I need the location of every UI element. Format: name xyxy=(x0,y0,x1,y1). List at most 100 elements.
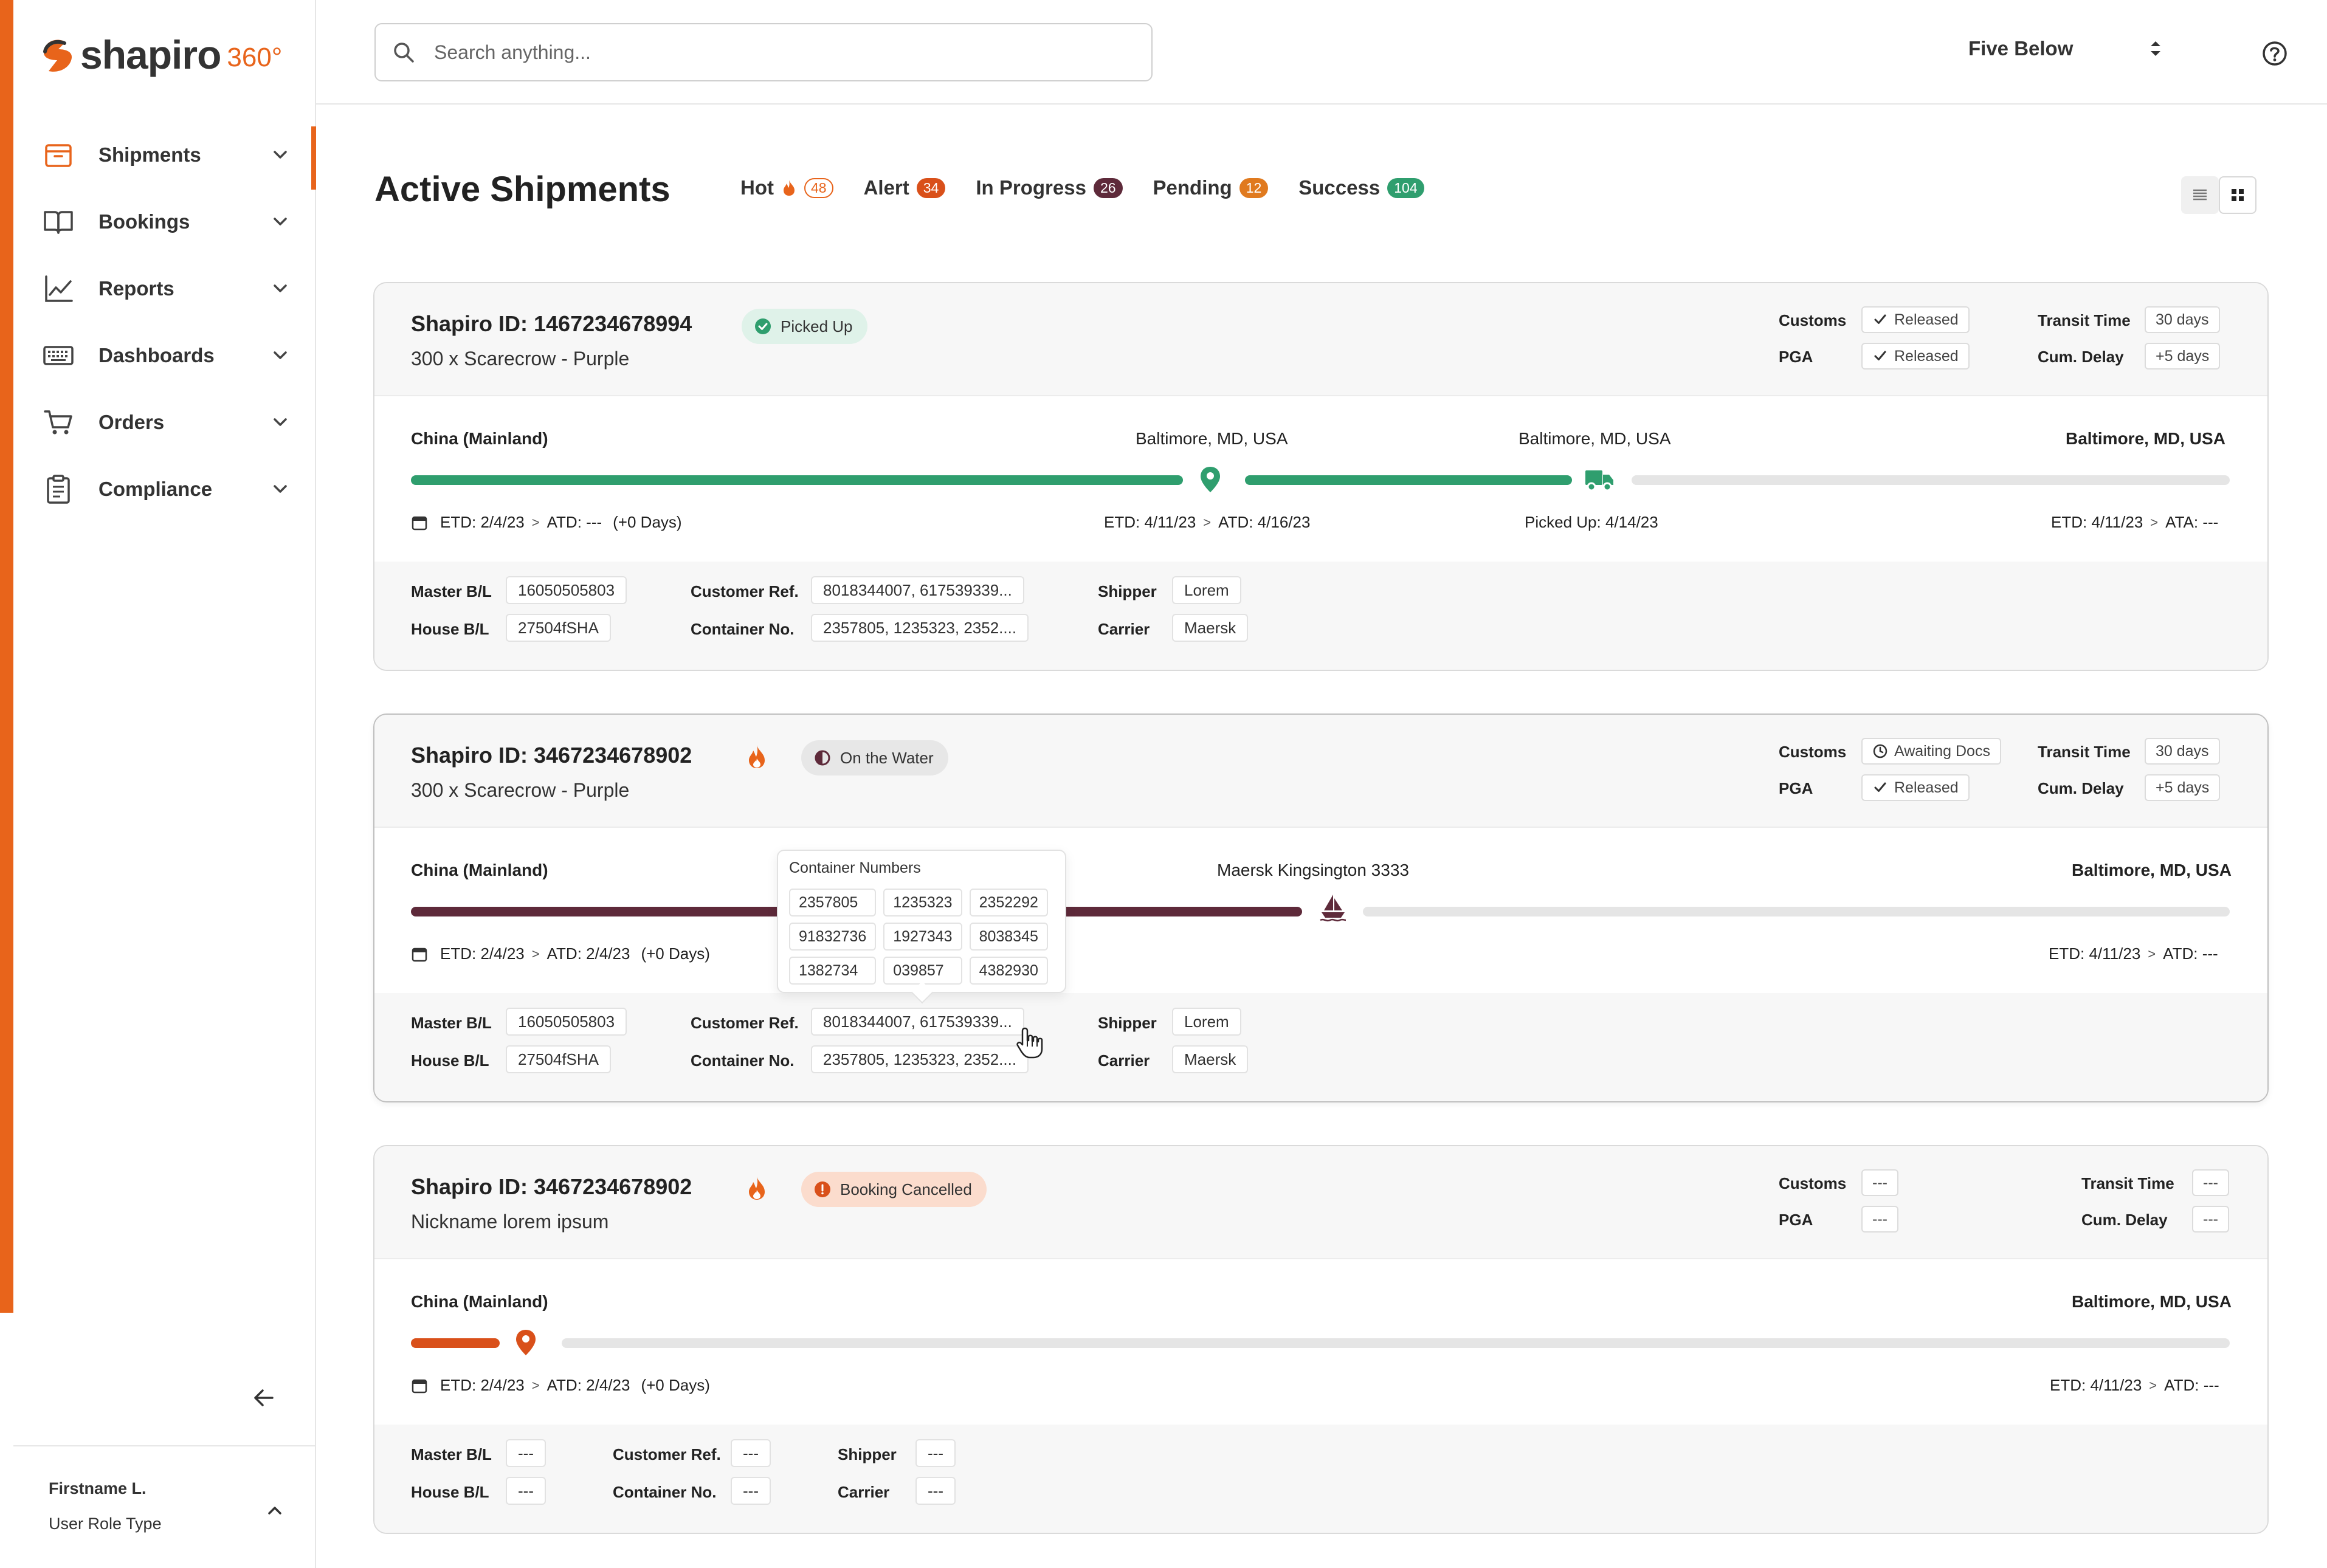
sidebar-item-label: Dashboards xyxy=(98,344,215,366)
brand-edge-strip xyxy=(0,0,13,1313)
customs-label: Customs xyxy=(1779,311,1847,329)
sidebar-item-orders[interactable]: Orders xyxy=(13,389,315,456)
box-icon xyxy=(45,144,72,167)
carrier-value: --- xyxy=(915,1477,956,1505)
status-badge: Booking Cancelled xyxy=(801,1172,987,1207)
tab-alert[interactable]: Alert 34 xyxy=(864,176,946,199)
ata-value: --- xyxy=(2202,513,2219,531)
list-icon xyxy=(2193,189,2207,201)
house-bl-label: House B/L xyxy=(411,1483,489,1501)
customer-ref-value[interactable]: --- xyxy=(731,1439,771,1467)
carrier-value: Maersk xyxy=(1172,1045,1249,1073)
container-no-value[interactable]: 2357805, 1235323, 2352.... xyxy=(811,614,1029,642)
route-timeline: China (Mainland) Baltimore, MD, USA Balt… xyxy=(374,397,2267,562)
etd-label: ETD: xyxy=(440,513,477,531)
remaining-segment xyxy=(1632,475,2230,485)
atd-label: ATD: xyxy=(2164,1376,2199,1394)
container-number-chip: 039857 xyxy=(883,957,962,985)
account-name: Five Below xyxy=(1968,37,2074,60)
tab-label: In Progress xyxy=(976,176,1086,199)
help-icon[interactable] xyxy=(2261,40,2288,67)
container-number-chip: 1382734 xyxy=(789,957,877,985)
sidebar-item-reports[interactable]: Reports xyxy=(13,255,315,322)
picked-up-label: Picked Up: xyxy=(1525,513,1601,531)
grid-view-button[interactable] xyxy=(2219,176,2256,214)
tab-success[interactable]: Success 104 xyxy=(1298,176,1424,199)
container-no-value[interactable]: --- xyxy=(731,1477,771,1505)
atd-label: ATD: xyxy=(2163,944,2198,963)
chevron-up-icon xyxy=(268,1507,281,1515)
status-text: On the Water xyxy=(840,748,934,767)
master-bl-label: Master B/L xyxy=(411,1014,492,1032)
origin-dates: ETD: 2/4/23 > ATD: 2/4/23 (+0 Days) xyxy=(411,944,710,963)
customer-ref-value[interactable]: 8018344007, 617539339... xyxy=(811,1008,1024,1036)
search-input[interactable] xyxy=(434,41,1103,64)
container-number-chip: 91832736 xyxy=(789,923,877,951)
flame-icon xyxy=(783,180,795,196)
cum-delay-value: --- xyxy=(2192,1206,2229,1233)
keyboard-icon xyxy=(43,346,74,365)
sidebar-item-shipments[interactable]: Shipments xyxy=(13,122,316,190)
sidebar-item-label: Reports xyxy=(98,277,174,300)
etd-value: 2/4/23 xyxy=(480,944,525,963)
etd-value: 4/11/23 xyxy=(2089,944,2141,963)
app-logo[interactable]: shapiro 360° xyxy=(36,24,282,85)
remaining-segment xyxy=(562,1338,2230,1348)
carrier-label: Carrier xyxy=(838,1483,890,1501)
sidebar-item-dashboards[interactable]: Dashboards xyxy=(13,322,315,389)
container-number-chip: 1927343 xyxy=(883,923,962,951)
transit-time-label: Transit Time xyxy=(2081,1174,2174,1192)
house-bl-value: --- xyxy=(506,1477,546,1505)
shipment-id: Shapiro ID: 1467234678994 xyxy=(411,311,692,336)
cum-delay-value: +5 days xyxy=(2145,774,2221,801)
book-icon xyxy=(44,211,73,234)
delay-delta: (+0 Days) xyxy=(641,944,710,963)
tab-pending[interactable]: Pending 12 xyxy=(1153,176,1269,199)
container-number-list: 2357805 1235323 2352292 91832736 1927343… xyxy=(789,889,1048,985)
etd-value: 2/4/23 xyxy=(480,513,525,531)
atd-label: ATD: xyxy=(546,513,582,531)
shipment-card[interactable]: Shapiro ID: 3467234678902 Nickname lorem… xyxy=(373,1145,2269,1534)
atd-value: --- xyxy=(586,513,602,531)
card-details: Master B/L 16050505803 House B/L 27504fS… xyxy=(374,993,2267,1101)
tab-count-badge: 104 xyxy=(1387,177,1424,198)
ata-label: ATA: xyxy=(2165,513,2199,531)
cum-delay-value: +5 days xyxy=(2145,343,2221,370)
vessel-name: Maersk Kingsington 3333 xyxy=(1217,861,1409,879)
shipment-id: Shapiro ID: 3467234678902 xyxy=(411,1174,692,1199)
list-view-button[interactable] xyxy=(2181,176,2219,214)
shipment-card[interactable]: Shapiro ID: 1467234678994 300 x Scarecro… xyxy=(373,282,2269,671)
account-selector[interactable]: Five Below xyxy=(1968,36,2167,61)
master-bl-value: 16050505803 xyxy=(506,576,627,604)
card-header: Shapiro ID: 1467234678994 300 x Scarecro… xyxy=(374,283,2267,396)
sidebar-item-label: Shipments xyxy=(98,143,201,166)
collapse-sidebar-arrow-icon[interactable] xyxy=(250,1384,277,1411)
search-box[interactable] xyxy=(374,23,1153,81)
container-no-value[interactable]: 2357805, 1235323, 2352.... xyxy=(811,1045,1029,1073)
house-bl-label: House B/L xyxy=(411,1051,489,1070)
sidebar-item-compliance[interactable]: Compliance xyxy=(13,456,315,523)
tab-count-badge: 12 xyxy=(1239,177,1269,198)
map-pin-icon xyxy=(1201,467,1220,492)
user-menu[interactable]: Firstname L. User Role Type xyxy=(13,1445,315,1568)
master-bl-label: Master B/L xyxy=(411,582,492,600)
sidebar-item-bookings[interactable]: Bookings xyxy=(13,188,315,255)
tab-hot[interactable]: Hot 48 xyxy=(740,176,833,199)
transit-time-label: Transit Time xyxy=(2038,311,2131,329)
shipper-label: Shipper xyxy=(1098,582,1157,600)
chart-line-icon xyxy=(45,275,73,302)
tab-in-progress[interactable]: In Progress 26 xyxy=(976,176,1123,199)
customs-status-text: Awaiting Docs xyxy=(1894,742,1990,760)
pga-value: Released xyxy=(1861,774,1970,801)
location-port: Baltimore, MD, USA xyxy=(1136,429,1288,448)
atd-value: 2/4/23 xyxy=(586,1376,630,1394)
shipment-card[interactable]: Shapiro ID: 3467234678902 300 x Scarecro… xyxy=(373,714,2269,1102)
location-pickup: Baltimore, MD, USA xyxy=(1519,429,1671,448)
master-bl-label: Master B/L xyxy=(411,1445,492,1463)
tab-count-badge: 26 xyxy=(1093,177,1123,198)
alert-circle-icon xyxy=(815,1181,830,1197)
delay-delta: (+0 Days) xyxy=(641,1376,710,1394)
shipper-label: Shipper xyxy=(1098,1014,1157,1032)
tab-label: Success xyxy=(1298,176,1381,199)
customer-ref-value[interactable]: 8018344007, 617539339... xyxy=(811,576,1024,604)
